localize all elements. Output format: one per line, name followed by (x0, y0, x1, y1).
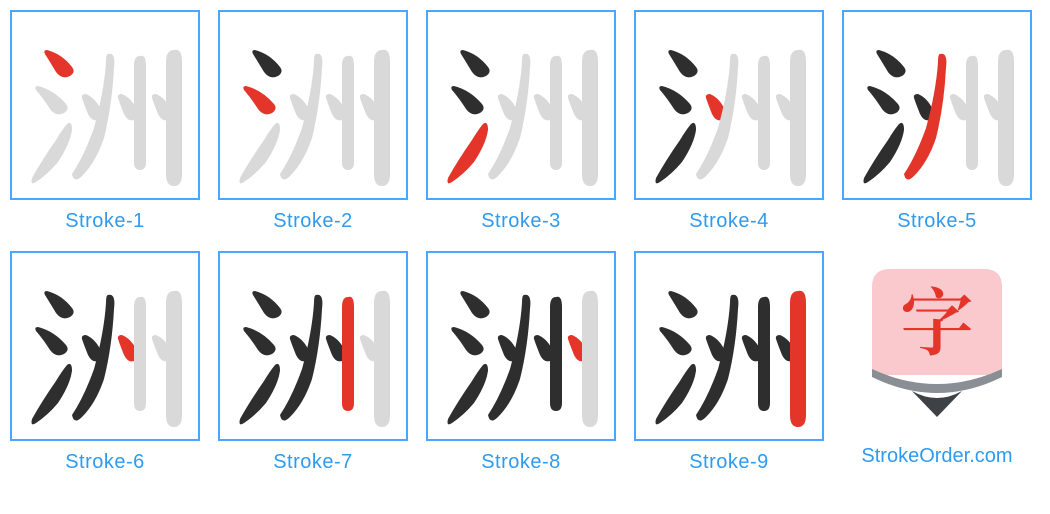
stroke-water-dot-1 (668, 50, 697, 77)
stroke-label: Stroke-3 (481, 210, 561, 233)
stroke-zhou-vert-3 (998, 50, 1014, 186)
stroke-water-sweep (240, 364, 281, 424)
stroke-water-dot-2 (659, 86, 691, 114)
stroke-zhou-vert-3 (166, 50, 182, 186)
character-svg (636, 253, 822, 439)
character-svg (12, 253, 198, 439)
stroke-zhou-vert-2 (758, 56, 770, 170)
stroke-water-dot-1 (668, 291, 697, 318)
stroke-water-dot-1 (876, 50, 905, 77)
stroke-tile (426, 10, 616, 200)
stroke-zhou-vert-2 (966, 56, 978, 170)
stroke-zhou-vert-2 (758, 297, 770, 411)
stroke-label: Stroke-1 (65, 210, 145, 233)
stroke-zhou-vert-2 (134, 56, 146, 170)
stroke-water-dot-2 (451, 86, 483, 114)
stroke-cell: Stroke-2 (218, 10, 408, 233)
stroke-cell: Stroke-4 (634, 10, 824, 233)
stroke-water-sweep (448, 364, 489, 424)
stroke-label: Stroke-7 (273, 451, 353, 474)
stroke-tile (842, 10, 1032, 200)
stroke-grid: Stroke-1 Stroke-2 Stroke-3 Stroke-4 Stroke-5… (10, 10, 1040, 474)
stroke-tile (634, 251, 824, 441)
stroke-tile (10, 10, 200, 200)
stroke-tile (426, 251, 616, 441)
stroke-label: Stroke-9 (689, 451, 769, 474)
stroke-water-dot-1 (460, 291, 489, 318)
stroke-cell: Stroke-7 (218, 251, 408, 474)
character-svg (428, 253, 614, 439)
logo-svg: 字 (852, 257, 1022, 427)
stroke-zhou-vert-3 (582, 291, 598, 427)
stroke-water-dot-2 (243, 86, 275, 114)
character-svg (220, 12, 406, 198)
stroke-zhou-vert-3 (582, 50, 598, 186)
stroke-label: Stroke-4 (689, 210, 769, 233)
stroke-cell: Stroke-1 (10, 10, 200, 233)
stroke-water-dot-2 (35, 327, 67, 355)
stroke-cell: Stroke-3 (426, 10, 616, 233)
stroke-label: Stroke-5 (897, 210, 977, 233)
character-svg (428, 12, 614, 198)
stroke-water-dot-2 (243, 327, 275, 355)
stroke-label: Stroke-2 (273, 210, 353, 233)
stroke-zhou-vert-2 (550, 297, 562, 411)
stroke-zhou-vert-3 (790, 50, 806, 186)
stroke-zhou-vert-3 (790, 291, 806, 427)
stroke-water-dot-2 (451, 327, 483, 355)
stroke-label: Stroke-6 (65, 451, 145, 474)
stroke-zhou-vert-2 (134, 297, 146, 411)
pencil-tip (912, 391, 962, 417)
stroke-zhou-vert-3 (166, 291, 182, 427)
stroke-water-sweep (656, 364, 697, 424)
stroke-tile (634, 10, 824, 200)
stroke-tile (10, 251, 200, 441)
stroke-water-dot-2 (867, 86, 899, 114)
character-svg (844, 12, 1030, 198)
character-svg (12, 12, 198, 198)
stroke-cell: Stroke-9 (634, 251, 824, 474)
stroke-water-sweep (32, 364, 73, 424)
stroke-tile (218, 10, 408, 200)
logo-box: 字 (852, 257, 1022, 427)
stroke-water-dot-2 (35, 86, 67, 114)
stroke-zhou-vert-3 (374, 291, 390, 427)
logo-zi: 字 (900, 265, 974, 371)
stroke-water-dot-1 (252, 291, 281, 318)
stroke-zhou-vert-3 (374, 50, 390, 186)
stroke-label: Stroke-8 (481, 451, 561, 474)
stroke-water-sweep (448, 123, 489, 183)
stroke-zhou-vert-2 (550, 56, 562, 170)
character-svg (636, 12, 822, 198)
stroke-water-dot-2 (659, 327, 691, 355)
stroke-water-sweep (240, 123, 281, 183)
stroke-water-sweep (864, 123, 905, 183)
stroke-zhou-vert-2 (342, 297, 354, 411)
stroke-water-dot-1 (44, 50, 73, 77)
stroke-zhou-vert-2 (342, 56, 354, 170)
stroke-water-sweep (656, 123, 697, 183)
stroke-cell: Stroke-5 (842, 10, 1032, 233)
stroke-water-sweep (32, 123, 73, 183)
stroke-cell: Stroke-6 (10, 251, 200, 474)
stroke-water-dot-1 (460, 50, 489, 77)
character-svg (220, 253, 406, 439)
stroke-water-dot-1 (44, 291, 73, 318)
logo-cell: 字 StrokeOrder.com (842, 251, 1032, 474)
stroke-water-dot-1 (252, 50, 281, 77)
stroke-tile (218, 251, 408, 441)
stroke-cell: Stroke-8 (426, 251, 616, 474)
logo-domain-text: StrokeOrder.com (861, 445, 1012, 468)
